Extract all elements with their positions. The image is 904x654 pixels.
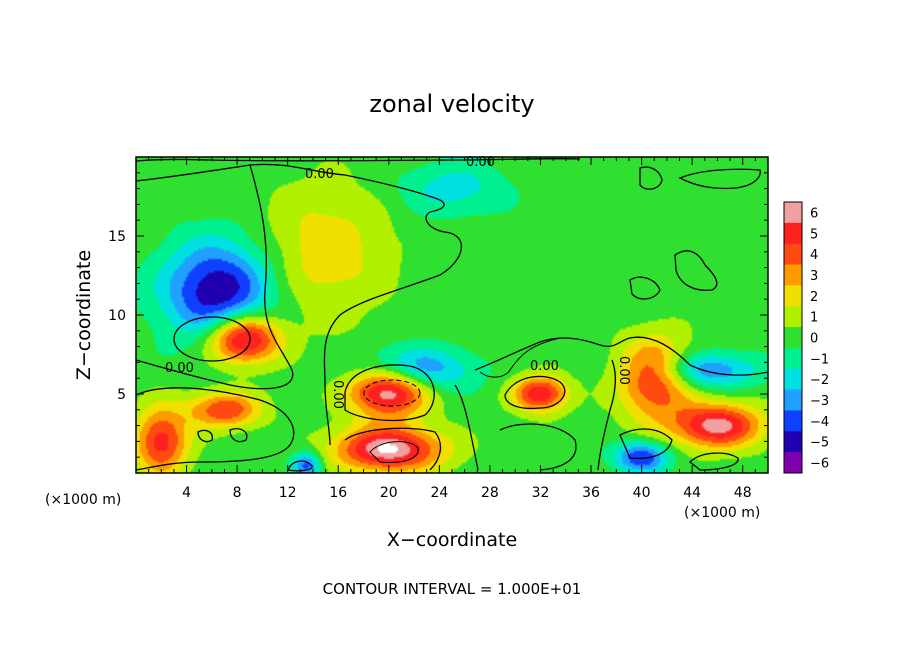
colorbar-label: −6 xyxy=(810,457,829,472)
colorbar-label: 3 xyxy=(810,269,818,284)
colorbar-label: −1 xyxy=(810,352,829,367)
x-tick-label: 32 xyxy=(532,485,550,501)
colorbar-frame xyxy=(783,201,803,474)
contour-line xyxy=(287,460,313,472)
y-tick-label: 15 xyxy=(108,229,126,245)
contour-label: 0.00 xyxy=(330,380,345,409)
colorbar-label: 1 xyxy=(810,311,818,326)
x-tick-label: 8 xyxy=(233,485,242,501)
colorbar-label: −5 xyxy=(810,436,829,451)
plot-area: 0.00 0.00 0.00 0.00 0.00 0.00 4 8 12 16 20 24… xyxy=(108,155,769,501)
contour-label: 0.00 xyxy=(305,167,334,182)
contour-line xyxy=(135,164,294,390)
colorbar-swatch xyxy=(784,202,802,224)
colorbar-swatch xyxy=(784,222,802,245)
colorbar-label: 4 xyxy=(810,248,818,263)
contour-labels: 0.00 0.00 0.00 0.00 0.00 0.00 xyxy=(165,155,631,409)
colorbar-label: −3 xyxy=(810,394,829,409)
colorbar-swatch xyxy=(784,389,802,411)
contour-line xyxy=(197,429,213,443)
colorbar-swatch xyxy=(784,368,802,391)
x-tick-label: 12 xyxy=(279,485,297,501)
colorbar: 6 5 4 3 2 1 0 −1 −2 −3 −4 −5 −6 xyxy=(783,201,829,474)
x-unit-left: (×1000 m) xyxy=(45,492,121,508)
contour-line xyxy=(619,428,673,460)
colorbar-swatch xyxy=(784,327,802,349)
y-axis-label: Z−coordinate xyxy=(73,250,95,380)
contour-line xyxy=(639,166,663,190)
y-tick-label: 5 xyxy=(117,387,126,403)
y-ticks: 5 10 15 xyxy=(108,172,768,458)
colorbar-swatch xyxy=(784,431,802,453)
colorbar-swatch xyxy=(784,285,802,307)
contour-line xyxy=(597,359,616,471)
contour-line xyxy=(363,379,421,407)
contour-line xyxy=(504,375,566,410)
x-tick-label: 4 xyxy=(182,485,191,501)
contour-label: 0.00 xyxy=(530,359,559,374)
contour-line xyxy=(323,174,463,446)
contour-line xyxy=(454,384,479,471)
contour-line xyxy=(479,337,561,378)
contour-line xyxy=(674,250,718,291)
contour-line xyxy=(135,163,346,182)
x-tick-label: 16 xyxy=(329,485,347,501)
colorbar-label: 5 xyxy=(810,227,818,242)
contour-line xyxy=(499,423,577,471)
x-tick-label: 24 xyxy=(430,485,448,501)
colorbar-label: −2 xyxy=(810,373,829,388)
x-unit-right: (×1000 m) xyxy=(684,505,760,521)
contour-line xyxy=(344,364,435,422)
contour-line xyxy=(689,452,739,471)
colorbar-label: 0 xyxy=(810,332,818,347)
velocity-field-raster xyxy=(136,157,768,473)
contour-label: 0.00 xyxy=(616,356,631,385)
contour-line xyxy=(474,336,769,376)
colorbar-label: 6 xyxy=(810,206,818,221)
contour-label: 0.00 xyxy=(165,361,194,376)
x-tick-label: 40 xyxy=(633,485,651,501)
colorbar-swatch xyxy=(784,410,802,432)
x-tick-label: 48 xyxy=(734,485,752,501)
colorbar-label: 2 xyxy=(810,290,818,305)
contour-line xyxy=(678,168,761,190)
x-tick-label: 36 xyxy=(582,485,600,501)
contour-label: 0.00 xyxy=(466,155,495,170)
colorbar-swatch xyxy=(784,452,802,474)
colorbar-label: −4 xyxy=(810,415,829,430)
contour-line xyxy=(135,387,295,471)
x-tick-label: 28 xyxy=(481,485,499,501)
y-tick-label: 10 xyxy=(108,308,126,324)
contour-lines xyxy=(135,157,769,472)
colorbar-swatch xyxy=(784,264,802,286)
x-axis-label: X−coordinate xyxy=(387,529,517,551)
contour-line xyxy=(369,441,419,463)
contour-line xyxy=(229,428,248,443)
contour-interval-note: CONTOUR INTERVAL = 1.000E+01 xyxy=(323,580,582,598)
colorbar-swatch xyxy=(784,347,802,370)
contour-line xyxy=(629,276,661,300)
contour-line xyxy=(344,427,442,471)
colorbar-swatch xyxy=(784,306,802,328)
contour-line xyxy=(173,316,251,362)
colorbar-swatch xyxy=(784,243,802,266)
chart-title: zonal velocity xyxy=(369,90,534,118)
x-tick-label: 20 xyxy=(380,485,398,501)
x-tick-label: 44 xyxy=(683,485,701,501)
x-ticks: 4 8 12 16 20 24 28 32 36 40 44 48 xyxy=(148,157,756,501)
